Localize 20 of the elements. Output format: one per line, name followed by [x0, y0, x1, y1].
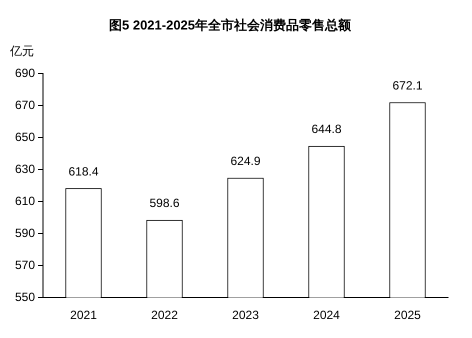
y-tick-label: 570 [14, 258, 36, 272]
data-label: 598.6 [150, 196, 180, 210]
y-tick-label: 590 [14, 226, 36, 240]
x-tick-label: 2022 [151, 308, 178, 322]
x-tick-label: 2025 [394, 308, 422, 322]
y-tick-label: 630 [14, 162, 36, 176]
data-label: 618.4 [68, 164, 99, 178]
data-label: 672.1 [392, 78, 423, 93]
x-tick-label: 2024 [313, 308, 340, 322]
y-tick-label: 670 [14, 98, 36, 112]
chart-title: 图5 2021-2025年全市社会消费品零售总额 [108, 17, 352, 32]
y-axis-title: 亿元 [9, 44, 34, 58]
x-tick-label: 2021 [70, 308, 98, 322]
data-label: 644.8 [311, 122, 342, 136]
y-tick-label: 550 [14, 290, 36, 304]
y-tick-label: 610 [14, 194, 36, 208]
data-label: 624.9 [230, 154, 261, 168]
y-tick-label: 650 [14, 130, 36, 144]
y-tick-label: 690 [14, 66, 36, 80]
x-tick-label: 2023 [232, 308, 260, 322]
